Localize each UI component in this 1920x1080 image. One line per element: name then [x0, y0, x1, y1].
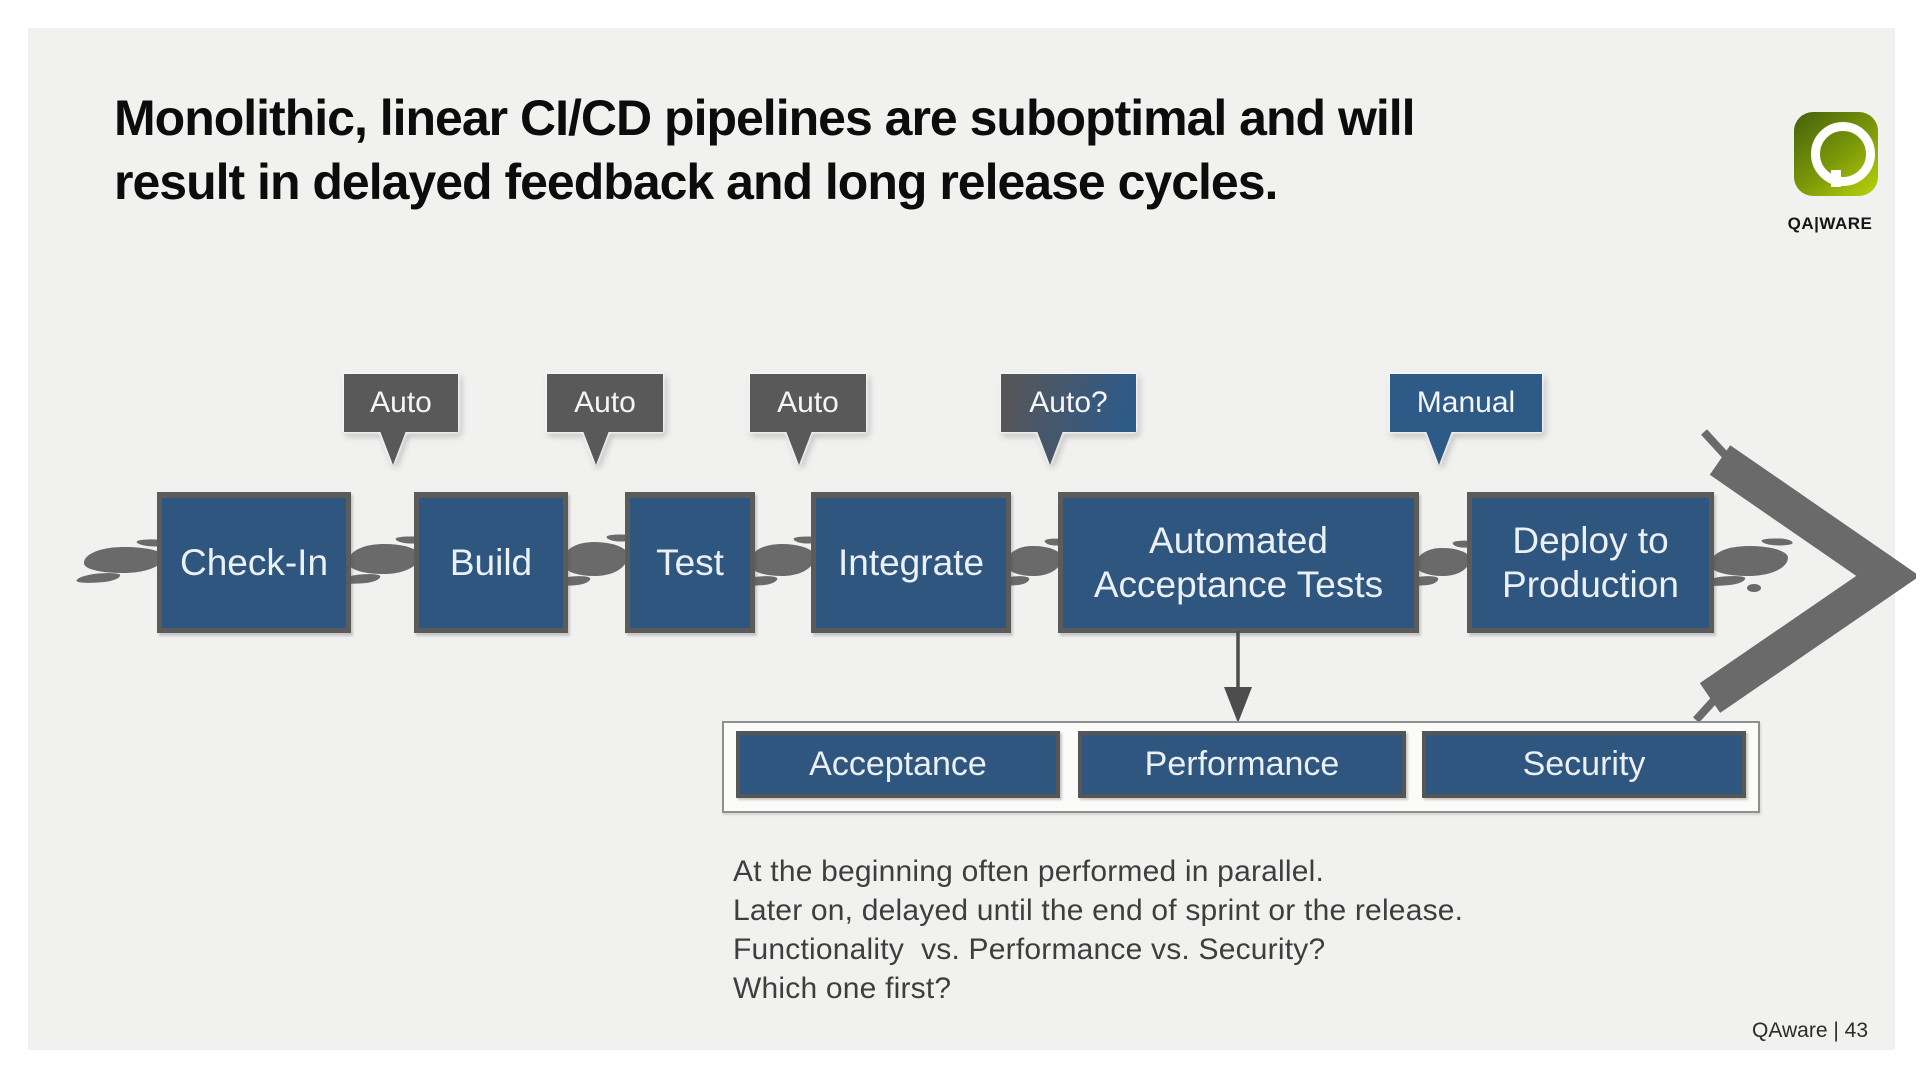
note-line-1: At the beginning often performed in para… — [733, 855, 1325, 888]
slide-title: Monolithic, linear CI/CD pipelines are s… — [114, 86, 1714, 214]
badge-tail — [786, 431, 812, 465]
slide-footer-page-number: QAware | 43 — [1752, 1019, 1868, 1042]
connector-3 — [748, 543, 816, 577]
badge-label: Manual — [1416, 386, 1516, 419]
connector-start — [83, 546, 165, 574]
qaware-logo-icon — [1794, 112, 1878, 196]
subtest-label: Acceptance — [809, 745, 987, 783]
qaware-wordmark: QA|WARE — [1787, 214, 1873, 233]
stage-deploy-to-production: Deploy to Production — [1467, 492, 1714, 633]
badge-tail — [583, 431, 609, 465]
badge-manual: Manual — [1390, 374, 1542, 465]
badge-tail — [380, 431, 406, 465]
slide-canvas: Monolithic, linear CI/CD pipelines are s… — [28, 28, 1916, 1050]
note-line-4: Which one first? — [733, 972, 952, 1005]
stage-check-in: Check-In — [157, 492, 351, 633]
connector-1 — [347, 543, 421, 575]
drop-arrow-icon — [1224, 631, 1252, 723]
note-line-2: Later on, delayed until the end of sprin… — [733, 894, 1464, 927]
subtest-acceptance: Acceptance — [736, 731, 1060, 798]
notes-block: At the beginning often performed in para… — [733, 852, 1463, 1008]
logo-q-stem-icon — [1831, 170, 1841, 187]
subtest-label: Security — [1522, 745, 1646, 783]
note-line-3: Functionality vs. Performance vs. Securi… — [733, 933, 1326, 966]
stage-integrate: Integrate — [811, 492, 1011, 633]
stage-build: Build — [414, 492, 568, 633]
badge-auto-3: Auto — [750, 374, 866, 465]
connector-4 — [1005, 545, 1063, 577]
badge-label: Auto — [370, 386, 432, 419]
badge-tail — [1037, 431, 1063, 465]
subtest-performance: Performance — [1078, 731, 1406, 798]
badge-auto-1: Auto — [344, 374, 458, 465]
slide-title-line-1: Monolithic, linear CI/CD pipelines are s… — [114, 90, 1416, 146]
subtest-label: Performance — [1144, 745, 1340, 783]
stage-label: Integrate — [837, 542, 985, 583]
badge-label: Auto — [574, 386, 636, 419]
stage-label: Build — [449, 542, 533, 583]
slide-title-line-2: result in delayed feedback and long rele… — [114, 154, 1278, 210]
stage-automated-acceptance-tests: Automated Acceptance Tests — [1058, 492, 1419, 633]
connector-5 — [1415, 547, 1471, 577]
badge-auto-question: Auto? — [1001, 374, 1136, 465]
stage-label: Check-In — [179, 542, 329, 583]
badge-auto-2: Auto — [547, 374, 663, 465]
subtest-security: Security — [1422, 731, 1746, 798]
stage-label: Deploy to Production — [1502, 520, 1679, 605]
pipeline-arrowhead-icon — [1693, 429, 1916, 723]
connector-2 — [561, 541, 629, 577]
stage-label: Test — [656, 542, 724, 583]
stage-label: Automated Acceptance Tests — [1093, 520, 1384, 605]
logo-q-ring-icon — [1811, 122, 1875, 186]
badge-label: Auto — [777, 386, 839, 419]
stage-test: Test — [625, 492, 755, 633]
badge-label: Auto? — [1029, 386, 1108, 419]
badge-tail — [1426, 431, 1452, 465]
